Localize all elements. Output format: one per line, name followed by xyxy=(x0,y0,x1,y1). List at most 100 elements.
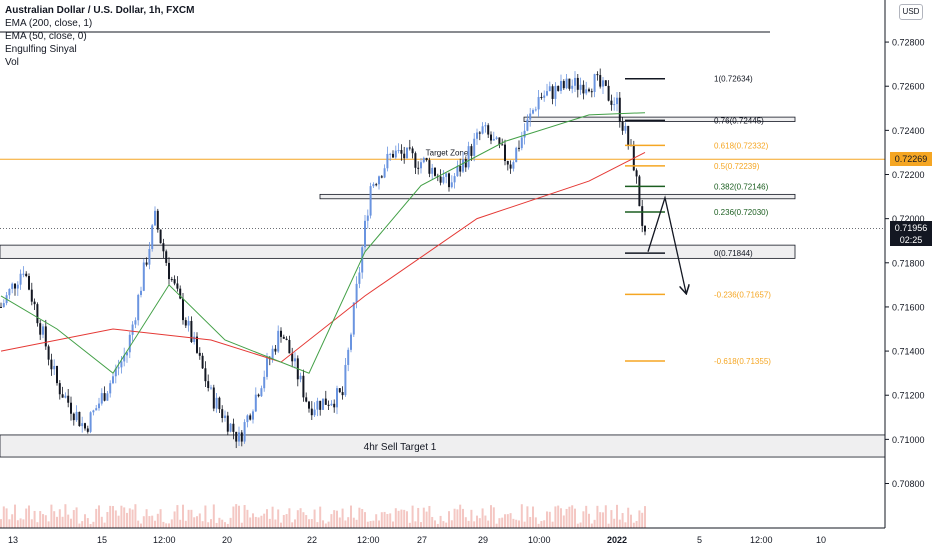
candle-body xyxy=(302,375,305,398)
indicator-ema50[interactable]: EMA (50, close, 0) xyxy=(5,31,87,42)
candle-body xyxy=(579,84,582,90)
volume-bar xyxy=(621,513,624,528)
candle-body xyxy=(327,404,330,406)
volume-bar xyxy=(207,522,210,528)
volume-bar xyxy=(498,518,501,528)
volume-bar xyxy=(467,520,470,528)
candle-body xyxy=(44,326,47,347)
volume-bar xyxy=(294,519,296,528)
volume-bar xyxy=(504,514,506,528)
candle-body xyxy=(28,276,30,290)
indicator-engulfing[interactable]: Engulfing Sinyal xyxy=(5,44,77,55)
volume-bar xyxy=(89,523,92,528)
volume-bar xyxy=(302,512,305,528)
volume-bar xyxy=(187,509,190,528)
candle-body xyxy=(0,306,2,308)
volume-bar xyxy=(596,505,599,528)
candle-body xyxy=(336,388,338,408)
volume-bar xyxy=(565,508,568,528)
candle-body xyxy=(156,210,159,230)
candle-body xyxy=(78,411,81,427)
volume-bar xyxy=(434,520,436,528)
candle-body xyxy=(450,182,453,188)
volume-bar xyxy=(232,506,235,528)
volume-bar xyxy=(338,517,341,528)
candle-body xyxy=(520,137,523,149)
volume-bar xyxy=(285,514,288,528)
volume-bar xyxy=(266,509,268,528)
candle-body xyxy=(467,146,470,168)
volume-bar xyxy=(184,520,187,528)
fib-level-label: -0.618(0.71355) xyxy=(714,357,771,366)
candle-body xyxy=(501,144,504,146)
candle-body xyxy=(515,147,518,163)
volume-bar xyxy=(641,512,644,528)
candle-body xyxy=(557,85,560,91)
volume-bar xyxy=(56,516,58,528)
volume-bar xyxy=(64,504,67,528)
volume-bar xyxy=(568,506,571,528)
candle-body xyxy=(58,383,61,395)
candle-body xyxy=(383,168,386,178)
countdown-tag: 02:25 xyxy=(890,235,932,247)
candle-body xyxy=(170,279,173,281)
volume-bar xyxy=(470,509,473,528)
volume-bar xyxy=(123,507,126,528)
candle-body xyxy=(403,153,406,159)
y-tick-label: 0.72800 xyxy=(892,38,925,48)
volume-bar xyxy=(442,521,445,528)
candle-body xyxy=(207,381,210,388)
volume-bar xyxy=(193,517,196,528)
volume-bar xyxy=(509,513,512,528)
indicator-volume[interactable]: Vol xyxy=(5,57,19,68)
candle-body xyxy=(582,84,585,94)
candle-body xyxy=(140,290,142,295)
volume-bar xyxy=(344,520,347,528)
candle-body xyxy=(341,392,344,396)
volume-bar xyxy=(8,519,11,528)
indicator-ema200[interactable]: EMA (200, close, 1) xyxy=(5,18,93,29)
candle-body xyxy=(120,361,123,368)
volume-bar xyxy=(333,510,336,528)
volume-bar xyxy=(313,509,316,528)
candle-body xyxy=(114,368,117,377)
volume-bar xyxy=(176,505,179,528)
volume-bar xyxy=(254,516,257,528)
candle-body xyxy=(128,334,131,353)
volume-bar xyxy=(450,520,453,528)
candle-body xyxy=(168,262,170,280)
fib-level-label: 1(0.72634) xyxy=(714,75,753,84)
volume-bar xyxy=(501,517,504,528)
candle-body xyxy=(442,176,445,183)
volume-bar xyxy=(585,505,588,528)
volume-bar xyxy=(95,508,98,528)
volume-bar xyxy=(436,523,439,528)
volume-bar xyxy=(252,513,254,528)
volume-bar xyxy=(515,519,518,528)
volume-bar xyxy=(599,512,602,528)
volume-bar xyxy=(142,516,145,528)
volume-bar xyxy=(86,518,89,528)
candle-body xyxy=(378,176,380,185)
volume-bar xyxy=(392,521,394,528)
volume-bar xyxy=(540,521,543,528)
candle-body xyxy=(274,348,277,352)
highlight-price-tag: 0.72269 xyxy=(890,152,932,167)
currency-button[interactable]: USD xyxy=(899,4,923,20)
candle-body xyxy=(453,176,456,183)
candle-body xyxy=(280,330,282,337)
candle-body xyxy=(400,150,403,154)
volume-bar xyxy=(47,521,50,528)
candle-body xyxy=(218,397,221,410)
candle-body xyxy=(644,225,646,232)
volume-bar xyxy=(532,506,534,528)
candle-body xyxy=(420,162,422,169)
ema200-line xyxy=(0,151,646,363)
volume-bar xyxy=(406,511,408,528)
candle-body xyxy=(282,336,285,339)
candle-body xyxy=(154,210,156,226)
candle-body xyxy=(294,358,296,362)
volume-bar xyxy=(616,504,618,528)
candle-body xyxy=(308,401,310,409)
